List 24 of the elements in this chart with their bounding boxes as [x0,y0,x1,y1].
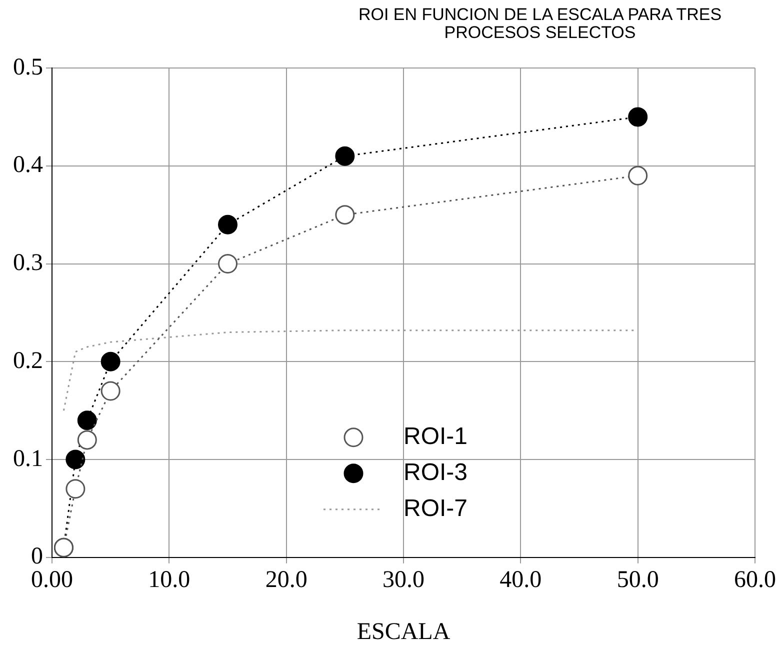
point [66,450,86,470]
y-tick-label: 0.1 [13,446,43,472]
legend-label: ROI-1 [404,423,468,450]
y-tick-label: 0 [31,544,43,570]
point [100,352,120,372]
x-tick-label: 30.0 [382,567,424,594]
point [628,107,648,127]
y-tick-label: 0.5 [13,54,43,80]
x-axis-title: ESCALA [356,618,451,645]
point [218,214,238,234]
y-tick-label: 0.3 [13,250,43,276]
x-tick-label: 10.0 [148,567,190,594]
x-tick-label: 50.0 [616,567,659,594]
chart-title: ROI EN FUNCION DE LA ESCALA PARA TRES PROCESOS SELECTOS [357,5,723,42]
y-tick-label: 0.2 [13,348,43,374]
point [77,410,97,430]
legend-label: ROI-7 [404,495,468,522]
x-tick-label: 40.0 [500,567,542,594]
legend-label: ROI-3 [404,459,468,486]
x-tick-label: 20.0 [265,567,308,594]
y-tick-label: 0.4 [13,152,43,178]
x-tick-label: 0.00 [31,567,73,594]
point [335,146,355,166]
x-tick-label: 60.0 [734,567,776,594]
